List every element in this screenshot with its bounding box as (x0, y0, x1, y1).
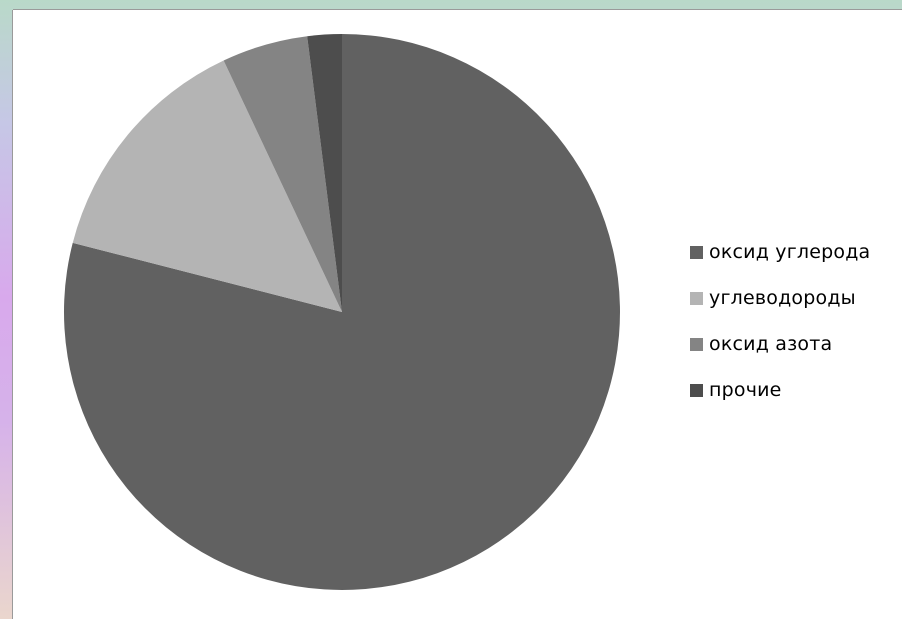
legend: оксид углерода углеводороды оксид азота … (690, 229, 896, 413)
legend-label: углеводороды (709, 287, 856, 309)
legend-item-hydrocarbons: углеводороды (690, 275, 896, 321)
pie-slices (63, 34, 620, 590)
pie-slice-nitrogen-oxide (223, 36, 342, 312)
legend-label: оксид углерода (709, 241, 871, 263)
pie-slice-carbon-oxide (63, 34, 620, 590)
legend-swatch (690, 291, 703, 305)
legend-label: оксид азота (709, 333, 833, 355)
pie-slice-hydrocarbons (72, 60, 342, 313)
legend-label: прочие (709, 379, 782, 401)
legend-swatch (690, 245, 703, 259)
legend-swatch (690, 337, 703, 351)
legend-item-other: прочие (690, 367, 896, 413)
pie-slice-other (307, 34, 342, 312)
legend-item-nitrogen-oxide: оксид азота (690, 321, 896, 367)
legend-swatch (690, 383, 703, 397)
legend-item-carbon-oxide: оксид углерода (690, 229, 896, 275)
